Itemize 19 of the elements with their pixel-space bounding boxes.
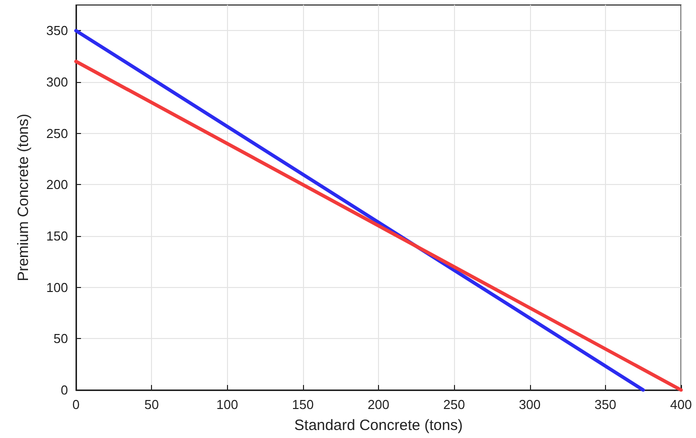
y-tick-label: 0 bbox=[60, 382, 68, 398]
x-tick-label: 400 bbox=[670, 397, 692, 412]
x-tick-label: 200 bbox=[368, 397, 390, 412]
y-axis-title: Premium Concrete (tons) bbox=[15, 114, 32, 282]
x-tick-label: 100 bbox=[216, 397, 238, 412]
x-tick-label: 300 bbox=[518, 397, 541, 412]
x-axis-title: Standard Concrete (tons) bbox=[294, 417, 463, 434]
y-tick-label: 300 bbox=[46, 74, 68, 90]
x-tick-label: 150 bbox=[292, 397, 314, 412]
y-tick-label: 200 bbox=[46, 177, 68, 192]
y-tick-label: 150 bbox=[46, 228, 68, 244]
x-tick-label: 50 bbox=[144, 397, 159, 412]
y-tick-label: 250 bbox=[46, 126, 68, 141]
y-tick-label: 350 bbox=[46, 23, 68, 38]
y-tick-label: 50 bbox=[54, 331, 68, 346]
y-tick-label: 100 bbox=[46, 280, 68, 295]
x-tick-label: 350 bbox=[594, 397, 616, 412]
x-tick-label: 0 bbox=[72, 397, 80, 412]
x-tick-label: 250 bbox=[443, 397, 465, 412]
